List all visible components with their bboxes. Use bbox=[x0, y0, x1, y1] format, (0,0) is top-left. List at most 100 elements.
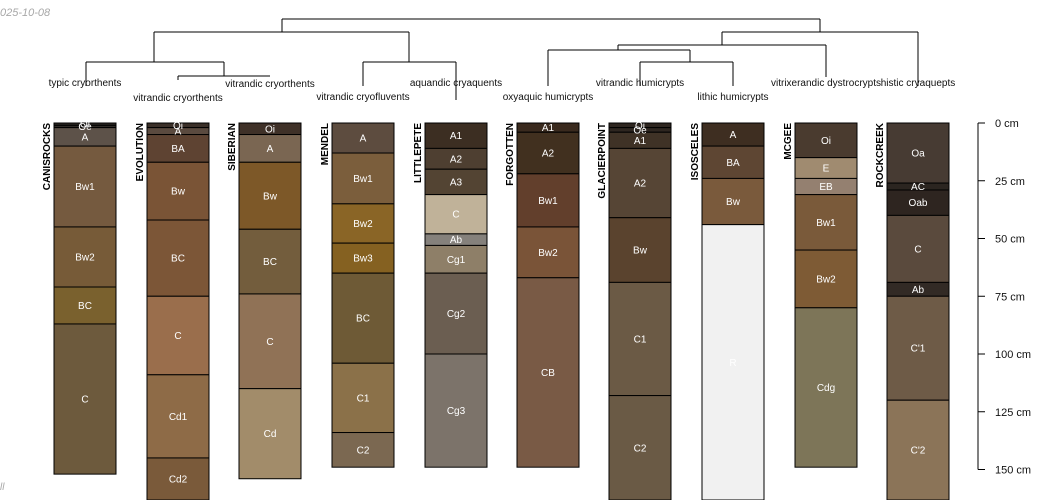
horizon-label: A2 bbox=[634, 179, 647, 190]
horizon-block bbox=[424, 168, 488, 196]
horizon-block bbox=[53, 145, 117, 228]
horizon-label: BA bbox=[726, 158, 740, 169]
horizon-label: BC bbox=[171, 254, 185, 265]
horizon-block bbox=[794, 249, 858, 309]
horizon-block bbox=[238, 161, 302, 230]
profile-id-label: EVOLUTION bbox=[135, 123, 146, 181]
horizon-label: Bw2 bbox=[75, 252, 95, 263]
horizon-label: Bw2 bbox=[538, 248, 558, 259]
horizon-label: C'1 bbox=[911, 344, 926, 355]
horizon-block bbox=[331, 242, 395, 274]
horizon-block bbox=[53, 323, 117, 475]
horizon-block bbox=[424, 353, 488, 468]
horizon-label: Oi bbox=[635, 121, 645, 132]
horizon-label: Cg2 bbox=[447, 309, 466, 320]
horizon-label: C2 bbox=[634, 443, 647, 454]
horizon-block bbox=[886, 189, 950, 216]
horizon-label: C bbox=[914, 244, 921, 255]
horizon-block bbox=[608, 281, 672, 397]
soil-profile-evolution: OiA BA Bw BC C Cd1 Cd2 EVOLUTION bbox=[135, 121, 210, 500]
taxon-label: oxyaquic humicrypts bbox=[503, 92, 594, 103]
horizon-label: EB bbox=[819, 182, 833, 193]
depth-tick-label: 150 cm bbox=[995, 465, 1031, 477]
horizon-block bbox=[146, 161, 210, 221]
horizon-block bbox=[238, 134, 302, 163]
soil-profile-rockcreek: Oa AC Oab C Ab C'1 C'2 ROCKCREEK bbox=[875, 122, 950, 500]
horizon-label: Oe bbox=[633, 125, 647, 136]
horizon-block bbox=[608, 395, 672, 500]
horizon-label: C bbox=[452, 210, 459, 221]
horizon-label: C1 bbox=[634, 334, 647, 345]
horizon-block bbox=[53, 226, 117, 288]
taxon-label: vitrandic cryofluvents bbox=[316, 92, 409, 103]
horizon-block bbox=[794, 194, 858, 251]
horizon-label: C bbox=[81, 395, 88, 406]
horizon-block bbox=[701, 145, 765, 179]
horizon-label: Cd1 bbox=[169, 412, 188, 423]
horizon-block bbox=[424, 122, 488, 149]
depth-axis: 0 cm 25 cm 50 cm 75 cm 100 cm 125 cm 150 cm bbox=[977, 118, 1031, 477]
soil-profile-mendel: A Bw1 Bw2 Bw3 BC C1 C2 MENDEL bbox=[320, 122, 395, 468]
depth-tick-label: 100 cm bbox=[995, 349, 1031, 361]
horizon-label: Bw bbox=[263, 191, 278, 202]
horizon-label: C1 bbox=[357, 393, 370, 404]
soil-profile-mcgee: Oi E EB Bw1 Bw2 Cdg MCGEE bbox=[783, 122, 858, 468]
horizon-block bbox=[331, 152, 395, 205]
horizon-label: Bw1 bbox=[353, 174, 373, 185]
horizon-block bbox=[886, 122, 950, 184]
horizon-label: C'2 bbox=[911, 446, 926, 457]
horizon-label: AC bbox=[911, 182, 925, 193]
profile-id-label: CANISROCKS bbox=[42, 123, 53, 191]
horizon-label: Bw bbox=[633, 246, 648, 257]
horizon-label: A bbox=[82, 132, 89, 143]
taxon-label: aquandic cryaquents bbox=[410, 78, 502, 89]
horizon-label: Bw1 bbox=[816, 218, 836, 229]
horizon-label: C2 bbox=[357, 445, 370, 456]
taxon-label: lithic humicrypts bbox=[697, 92, 768, 103]
profile-id-label: MENDEL bbox=[320, 123, 331, 165]
horizon-block bbox=[238, 228, 302, 295]
horizon-block bbox=[701, 177, 765, 226]
horizon-label: Bw bbox=[171, 187, 186, 198]
horizon-label: Bw1 bbox=[75, 182, 95, 193]
horizon-label: Oa bbox=[911, 149, 925, 160]
taxon-label: vitrandic cryorthents bbox=[225, 79, 314, 90]
horizon-label: A2 bbox=[450, 154, 463, 165]
soil-profile-siberian: Oi A Bw BC C Cd SIBERIAN bbox=[227, 122, 302, 480]
horizon-label: A bbox=[730, 130, 737, 141]
horizon-block bbox=[424, 244, 488, 274]
horizon-label: C bbox=[266, 337, 273, 348]
horizon-label: Bw bbox=[726, 197, 741, 208]
dendrogram bbox=[85, 18, 919, 100]
taxon-label: histic cryaquepts bbox=[881, 78, 955, 89]
horizon-label: A bbox=[267, 144, 274, 155]
taxon-label: vitrixerandic dystrocrypts bbox=[771, 78, 881, 89]
profile-id-label: GLACIERPOINT bbox=[597, 123, 608, 199]
horizon-label: Bw2 bbox=[816, 274, 836, 285]
taxon-label: vitrandic cryorthents bbox=[133, 93, 222, 104]
depth-tick-label: 50 cm bbox=[995, 234, 1025, 246]
date-watermark: 025-10-08 bbox=[0, 7, 51, 19]
horizon-block bbox=[886, 399, 950, 500]
horizon-label: R bbox=[729, 358, 736, 369]
horizon-label: BC bbox=[263, 257, 277, 268]
horizon-label: C bbox=[174, 331, 181, 342]
horizon-label: Cdg bbox=[817, 383, 835, 394]
taxon-label: vitrandic humicrypts bbox=[596, 78, 684, 89]
depth-tick-label: 125 cm bbox=[995, 407, 1031, 419]
soil-profile-forgotten: A1 A2 Bw1 Bw2 CB FORGOTTEN bbox=[505, 122, 580, 468]
soil-profile-isosceles: A BA Bw R ISOSCELES bbox=[690, 122, 765, 500]
horizon-block bbox=[331, 272, 395, 364]
horizon-label: CB bbox=[541, 368, 555, 379]
horizon-label: A bbox=[175, 127, 182, 138]
depth-tick-label: 75 cm bbox=[995, 291, 1025, 303]
horizon-label: A1 bbox=[542, 123, 555, 134]
horizon-block bbox=[53, 286, 117, 325]
profile-id-label: SIBERIAN bbox=[227, 123, 238, 171]
horizon-block bbox=[238, 293, 302, 390]
horizon-label: A1 bbox=[634, 136, 647, 147]
